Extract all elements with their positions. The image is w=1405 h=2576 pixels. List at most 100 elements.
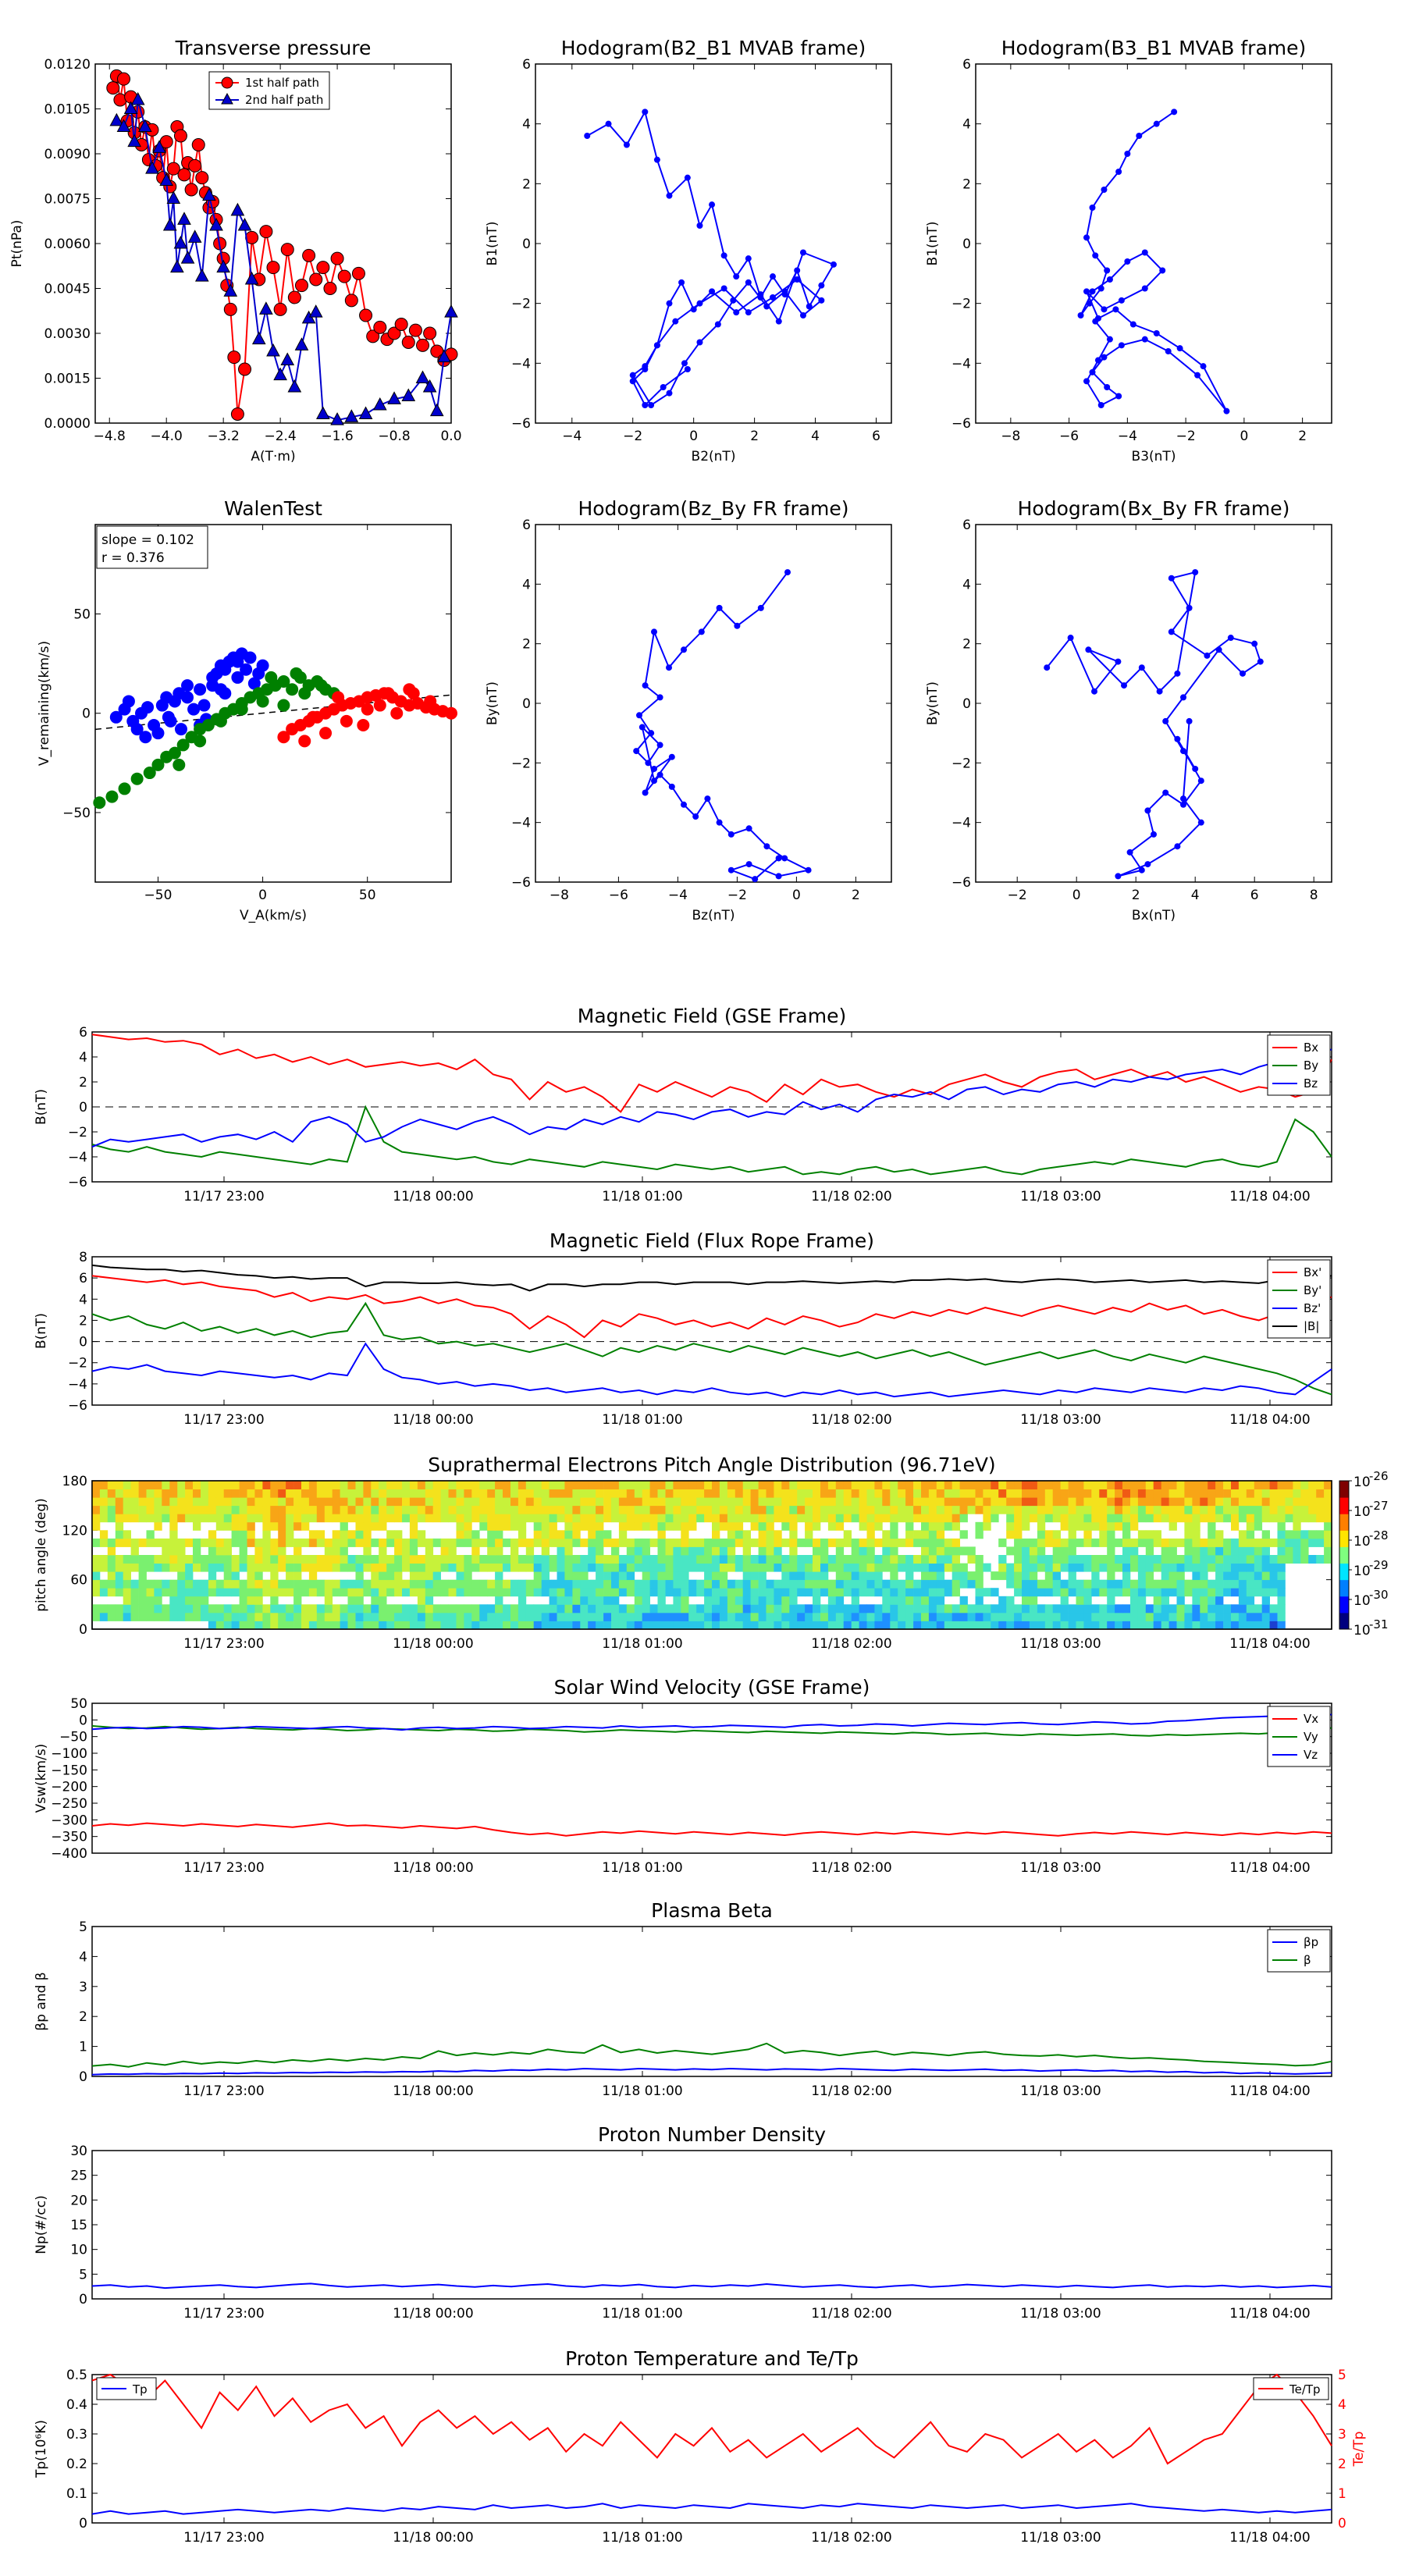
- heatmap-cell: [859, 1621, 867, 1630]
- heatmap-cell: [805, 1505, 813, 1514]
- heatmap-cell: [1277, 1563, 1286, 1572]
- heatmap-cell: [781, 1621, 790, 1630]
- heatmap-cell: [649, 1612, 658, 1621]
- walen-ytick-label: 50: [73, 607, 91, 623]
- data-point: [1180, 748, 1186, 755]
- heatmap-cell: [316, 1497, 325, 1507]
- heatmap-cell: [495, 1481, 503, 1489]
- heatmap-cell: [247, 1604, 255, 1614]
- heatmap-cell: [618, 1604, 628, 1614]
- data-point: [1097, 285, 1104, 292]
- heatmap-cell: [1153, 1579, 1161, 1589]
- heatmap-cell: [983, 1481, 991, 1489]
- heatmap-cell: [479, 1563, 488, 1572]
- heatmap-cell: [432, 1579, 441, 1589]
- heatmap-cell: [215, 1538, 225, 1547]
- heatmap-cell: [789, 1571, 798, 1581]
- heatmap-cell: [944, 1497, 953, 1507]
- heatmap-cell: [921, 1546, 930, 1556]
- data-point: [259, 301, 273, 315]
- heatmap-cell: [425, 1621, 434, 1630]
- heatmap-cell: [797, 1621, 806, 1630]
- heatmap-cell: [215, 1481, 225, 1489]
- pad-ytick-label: 0: [79, 1622, 87, 1638]
- heatmap-cell: [308, 1621, 318, 1630]
- heatmap-cell: [107, 1604, 116, 1614]
- heatmap-cell: [503, 1521, 511, 1531]
- h4-plot-frame: [975, 524, 1332, 883]
- heatmap-cell: [890, 1596, 898, 1605]
- heatmap-cell: [642, 1604, 650, 1614]
- heatmap-cell: [580, 1514, 589, 1523]
- heatmap-cell: [1184, 1530, 1193, 1539]
- heatmap-cell: [510, 1612, 519, 1621]
- heatmap-cell: [742, 1563, 751, 1572]
- heatmap-cell: [1153, 1563, 1161, 1572]
- heatmap-cell: [177, 1596, 186, 1605]
- heatmap-cell: [898, 1612, 906, 1621]
- data-point: [775, 855, 782, 862]
- heatmap-cell: [991, 1588, 999, 1597]
- heatmap-cell: [1277, 1514, 1286, 1523]
- data-point: [164, 714, 177, 728]
- heatmap-cell: [766, 1505, 774, 1514]
- heatmap-cell: [649, 1497, 658, 1507]
- heatmap-cell: [324, 1538, 333, 1547]
- heatmap-cell: [1192, 1571, 1200, 1581]
- heatmap-cell: [138, 1497, 147, 1507]
- heatmap-cell: [1277, 1530, 1286, 1539]
- heatmap-cell: [549, 1489, 557, 1498]
- heatmap-cell: [1261, 1546, 1270, 1556]
- heatmap-cell: [1176, 1579, 1185, 1589]
- heatmap-cell: [742, 1505, 751, 1514]
- colorbar-tick-exponent: -27: [1369, 1499, 1389, 1513]
- heatmap-cell: [247, 1612, 255, 1621]
- heatmap-cell: [951, 1497, 960, 1507]
- heatmap-cell: [1115, 1612, 1123, 1621]
- heatmap-cell: [859, 1521, 867, 1531]
- heatmap-cell: [827, 1555, 837, 1564]
- heatmap-cell: [1091, 1514, 1100, 1523]
- heatmap-cell: [874, 1505, 883, 1514]
- heatmap-cell: [270, 1481, 279, 1489]
- heatmap-cell: [936, 1571, 945, 1581]
- heatmap-cell: [162, 1588, 170, 1597]
- heatmap-cell: [618, 1538, 628, 1547]
- heatmap-cell: [681, 1505, 689, 1514]
- h3-ytick-label: −4: [511, 816, 531, 831]
- mf_gse-xtick-label: 11/18 00:00: [393, 1189, 473, 1204]
- tp-ytick-label: 0.0075: [44, 192, 91, 208]
- heatmap-cell: [1161, 1612, 1169, 1621]
- heatmap-cell: [1029, 1612, 1038, 1621]
- heatmap-cell: [712, 1546, 720, 1556]
- heatmap-cell: [704, 1489, 713, 1498]
- heatmap-cell: [1006, 1546, 1015, 1556]
- h2-xlabel: B3(nT): [1132, 449, 1176, 464]
- heatmap-cell: [712, 1604, 720, 1614]
- heatmap-cell: [1254, 1612, 1263, 1621]
- heatmap-cell: [503, 1612, 511, 1621]
- heatmap-cell: [1192, 1612, 1200, 1621]
- heatmap-cell: [1115, 1555, 1123, 1564]
- pad-xtick-label: 11/17 23:00: [183, 1636, 264, 1652]
- heatmap-cell: [169, 1588, 178, 1597]
- heatmap-cell: [727, 1612, 736, 1621]
- heatmap-cell: [386, 1555, 395, 1564]
- heatmap-cell: [781, 1497, 790, 1507]
- heatmap-cell: [882, 1588, 891, 1597]
- heatmap-cell: [1254, 1563, 1263, 1572]
- heatmap-cell: [944, 1621, 953, 1630]
- heatmap-cell: [1324, 1497, 1332, 1507]
- heatmap-cell: [239, 1497, 247, 1507]
- heatmap-cell: [774, 1489, 782, 1498]
- heatmap-cell: [386, 1538, 395, 1547]
- heatmap-cell: [301, 1604, 310, 1614]
- heatmap-cell: [215, 1621, 225, 1630]
- heatmap-cell: [1192, 1530, 1200, 1539]
- heatmap-cell: [231, 1481, 240, 1489]
- heatmap-cell: [951, 1555, 960, 1564]
- heatmap-cell: [162, 1505, 170, 1514]
- heatmap-cell: [1238, 1497, 1247, 1507]
- heatmap-cell: [1052, 1604, 1061, 1614]
